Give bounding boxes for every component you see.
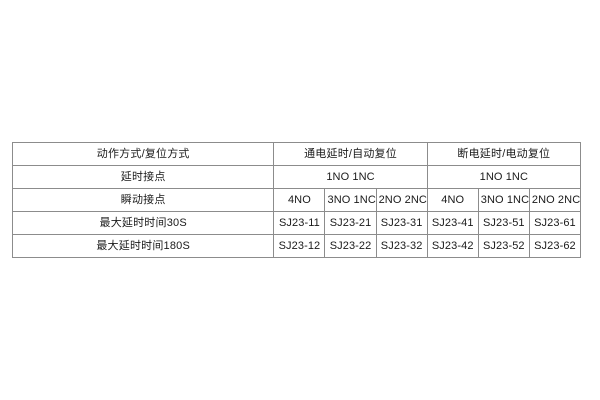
row-header-cell: 最大延时时间180S: [11, 234, 275, 258]
value-cell: 3NO 1NC: [324, 188, 377, 212]
value-cell: 4NO: [426, 188, 479, 212]
row-header-cell: 瞬动接点: [11, 188, 275, 212]
specification-table-container: 动作方式/复位方式 通电延时/自动复位 断电延时/电动复位 延时接点 1NO 1NC 1N…: [11, 142, 582, 258]
model-number-cell: SJ23-12: [273, 234, 326, 258]
action-reset-mode-row: 动作方式/复位方式 通电延时/自动复位 断电延时/电动复位: [11, 142, 582, 166]
model-number-cell: SJ23-52: [477, 234, 530, 258]
model-number-cell: SJ23-31: [375, 211, 428, 235]
column-group-header-cell: 断电延时/电动复位: [426, 142, 582, 166]
model-number-cell: SJ23-61: [528, 211, 582, 235]
delay-contact-row: 延时接点 1NO 1NC 1NO 1NC: [11, 165, 582, 189]
model-number-cell: SJ23-22: [324, 234, 377, 258]
value-cell: 1NO 1NC: [273, 165, 428, 189]
instantaneous-contact-row: 瞬动接点 4NO 3NO 1NC 2NO 2NC 4NO 3NO 1NC 2NO 2NC: [11, 188, 582, 212]
max-delay-30s-row: 最大延时时间30S SJ23-11 SJ23-21 SJ23-31 SJ23-41 SJ2…: [11, 211, 582, 235]
table-body: 动作方式/复位方式 通电延时/自动复位 断电延时/电动复位 延时接点 1NO 1NC 1N…: [11, 142, 582, 258]
model-number-cell: SJ23-21: [324, 211, 377, 235]
value-cell: 1NO 1NC: [426, 165, 582, 189]
value-cell: 2NO 2NC: [375, 188, 428, 212]
relay-model-specification-table: 动作方式/复位方式 通电延时/自动复位 断电延时/电动复位 延时接点 1NO 1NC 1N…: [11, 142, 582, 258]
row-header-cell: 最大延时时间30S: [11, 211, 275, 235]
model-number-cell: SJ23-51: [477, 211, 530, 235]
model-number-cell: SJ23-41: [426, 211, 479, 235]
row-header-cell: 延时接点: [11, 165, 275, 189]
model-number-cell: SJ23-42: [426, 234, 479, 258]
value-cell: 3NO 1NC: [477, 188, 530, 212]
model-number-cell: SJ23-62: [528, 234, 582, 258]
model-number-cell: SJ23-32: [375, 234, 428, 258]
max-delay-180s-row: 最大延时时间180S SJ23-12 SJ23-22 SJ23-32 SJ23-42 SJ…: [11, 234, 582, 258]
value-cell: 4NO: [273, 188, 326, 212]
model-number-cell: SJ23-11: [273, 211, 326, 235]
row-header-cell: 动作方式/复位方式: [11, 142, 275, 166]
column-group-header-cell: 通电延时/自动复位: [273, 142, 428, 166]
value-cell: 2NO 2NC: [528, 188, 582, 212]
